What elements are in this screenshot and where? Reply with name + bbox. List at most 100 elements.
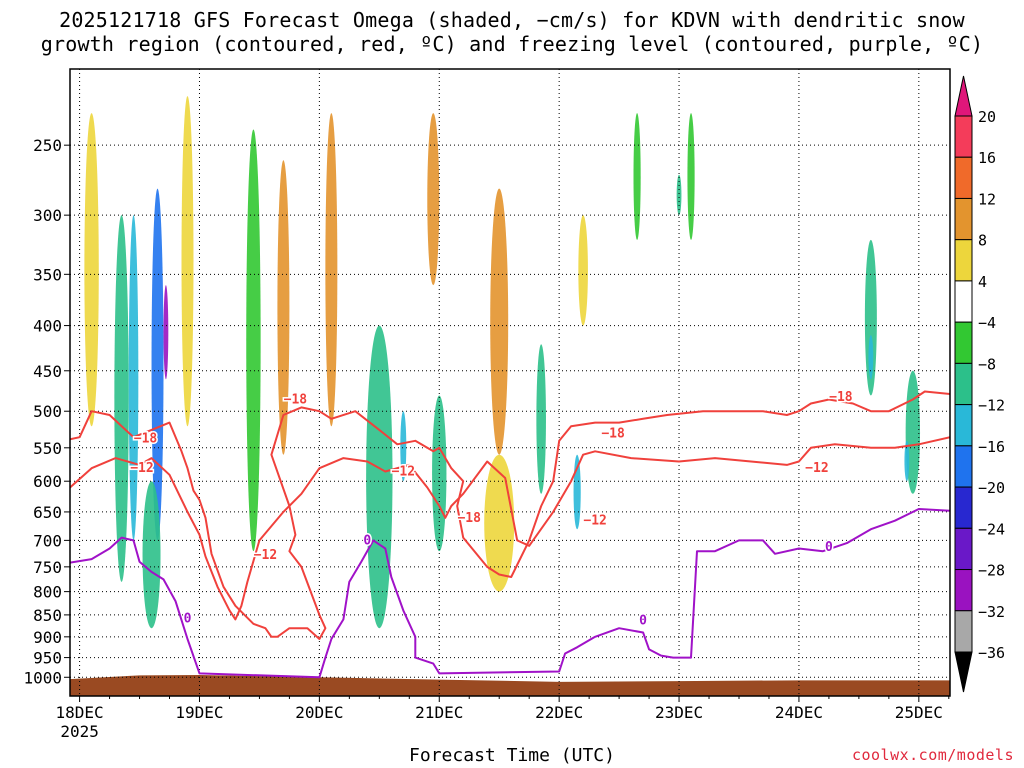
y-tick-label-600: 600 xyxy=(33,472,62,491)
colorbar-swatch-4 xyxy=(954,280,973,323)
y-tick-label-950: 950 xyxy=(33,649,62,668)
contour-label-10: 0 xyxy=(363,533,371,548)
plot-frame xyxy=(69,68,951,697)
colorbar-swatch-10 xyxy=(954,527,973,571)
omega-cell-15 xyxy=(484,454,515,592)
colorbar-swatch-1 xyxy=(954,156,973,199)
x-tick-label-19DEC: 19DEC xyxy=(175,703,223,722)
chart-title-line-1: 2025121718 GFS Forecast Omega (shaded, −… xyxy=(59,8,965,32)
x-tick-label-23DEC: 23DEC xyxy=(655,703,703,722)
chart-title-line-2: growth region (contoured, red, ºC) and f… xyxy=(40,32,984,56)
colorbar-label-12: −32 xyxy=(978,603,1005,621)
omega-cell-21 xyxy=(676,174,682,216)
contour-label-9: −12 xyxy=(805,461,828,476)
colorbar-label-7: −12 xyxy=(978,397,1005,415)
y-tick-label-1000: 1000 xyxy=(23,668,62,687)
y-tick-label-250: 250 xyxy=(33,136,62,155)
contour-label-6: −18 xyxy=(601,427,625,442)
omega-cell-0 xyxy=(84,113,99,427)
omega-cell-17 xyxy=(578,215,588,326)
omega-cell-1 xyxy=(114,215,129,582)
y-tick-label-550: 550 xyxy=(33,439,62,458)
omega-cell-23 xyxy=(868,335,874,380)
contour-label-8: −18 xyxy=(829,390,853,405)
y-tick-label-850: 850 xyxy=(33,606,62,625)
colorbar-label-5: −4 xyxy=(978,314,996,332)
omega-cell-2 xyxy=(128,215,139,541)
contour-label-13: 0 xyxy=(825,540,833,555)
omega-cell-14 xyxy=(490,188,509,455)
colorbar-label-6: −8 xyxy=(978,355,996,373)
colorbar-swatch-7 xyxy=(954,404,973,447)
x-tick-label-22DEC: 22DEC xyxy=(535,703,583,722)
omega-cell-9 xyxy=(325,113,338,427)
contour-label-1: −12 xyxy=(130,461,153,476)
colorbar-label-13: −36 xyxy=(978,644,1005,662)
omega-cell-4 xyxy=(163,285,169,380)
colorbar-label-8: −16 xyxy=(978,438,1005,456)
colorbar-label-9: −20 xyxy=(978,479,1005,497)
colorbar-label-10: −24 xyxy=(978,520,1005,538)
contour-0 xyxy=(70,508,950,679)
omega-cell-12 xyxy=(427,113,440,286)
credit-link[interactable]: coolwx.com/models xyxy=(851,746,1014,764)
contour-label-4: −12 xyxy=(392,464,415,479)
colorbar-swatch-0 xyxy=(954,115,973,158)
omega-cell-25 xyxy=(904,440,910,482)
contour-label-5: −18 xyxy=(457,511,481,526)
colorbar-swatch-6 xyxy=(954,362,973,406)
contour-label-0: −18 xyxy=(134,432,158,447)
y-tick-label-650: 650 xyxy=(33,503,62,522)
y-tick-label-300: 300 xyxy=(33,206,62,225)
contour-minus-12 xyxy=(70,436,950,621)
x-tick-label-18DEC: 18DEC xyxy=(56,703,104,722)
omega-cell-8 xyxy=(277,160,290,455)
x-axis-label: Forecast Time (UTC) xyxy=(409,745,615,766)
colorbar-label-11: −28 xyxy=(978,562,1005,580)
contour-label-7: −12 xyxy=(583,514,606,529)
omega-cell-16 xyxy=(536,344,546,494)
contour-label-3: −18 xyxy=(284,393,308,408)
y-tick-label-450: 450 xyxy=(33,362,62,381)
colorbar-swatch-9 xyxy=(954,486,973,529)
contour-minus-18 xyxy=(70,390,950,640)
y-tick-label-750: 750 xyxy=(33,558,62,577)
colorbar-swatch-11 xyxy=(954,569,973,612)
omega-cell-7 xyxy=(246,129,261,552)
x-tick-label-24DEC: 24DEC xyxy=(775,703,823,722)
colorbar-swatch-8 xyxy=(954,445,973,488)
omega-cell-6 xyxy=(181,96,194,427)
colorbar-label-1: 16 xyxy=(978,149,996,167)
terrain-fill xyxy=(70,674,950,696)
colorbar-swatch-2 xyxy=(954,197,973,241)
colorbar-top-arrow xyxy=(954,75,973,117)
y-tick-label-400: 400 xyxy=(33,317,62,336)
omega-cell-19 xyxy=(633,113,641,240)
y-tick-label-350: 350 xyxy=(33,265,62,284)
colorbar-label-0: 20 xyxy=(978,108,996,126)
y-tick-label-700: 700 xyxy=(33,531,62,550)
x-tick-sublabel-year: 2025 xyxy=(60,722,99,741)
y-tick-label-800: 800 xyxy=(33,583,62,602)
colorbar-bottom-arrow xyxy=(954,651,973,693)
omega-cell-22 xyxy=(864,239,877,396)
contour-label-12: 0 xyxy=(639,613,647,628)
contour-label-2: −12 xyxy=(254,548,277,563)
colorbar-swatch-3 xyxy=(954,239,973,282)
x-tick-label-21DEC: 21DEC xyxy=(415,703,463,722)
y-tick-label-900: 900 xyxy=(33,628,62,647)
omega-cell-5 xyxy=(142,481,161,629)
omega-cell-20 xyxy=(687,113,695,240)
colorbar-swatch-12 xyxy=(954,610,973,653)
x-tick-label-20DEC: 20DEC xyxy=(295,703,343,722)
colorbar-swatch-5 xyxy=(954,321,973,364)
y-tick-label-500: 500 xyxy=(33,402,62,421)
contour-label-11: 0 xyxy=(184,611,192,626)
x-tick-label-25DEC: 25DEC xyxy=(895,703,943,722)
colorbar-label-2: 12 xyxy=(978,190,996,208)
colorbar-label-4: 4 xyxy=(978,273,987,291)
omega-cell-11 xyxy=(400,411,407,482)
colorbar-label-3: 8 xyxy=(978,232,987,250)
omega-cell-3 xyxy=(151,188,164,541)
